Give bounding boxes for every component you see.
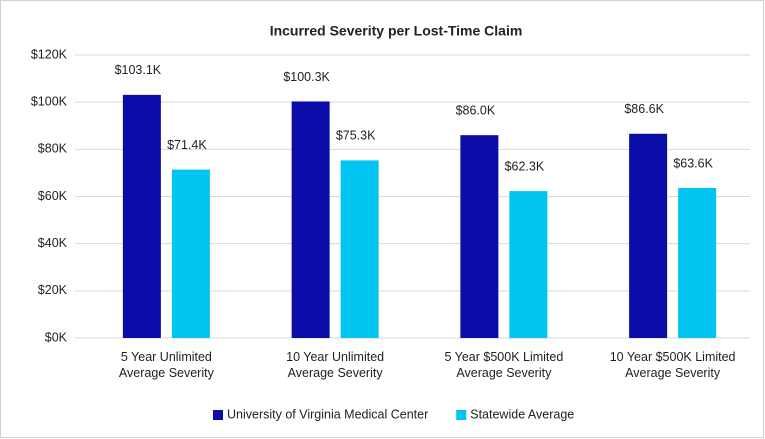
- y-tick-label: $40K: [38, 236, 68, 250]
- data-label: $75.3K: [336, 129, 376, 143]
- y-tick-label: $0K: [45, 330, 68, 344]
- data-label: $103.1K: [115, 63, 162, 77]
- data-label: $63.6K: [673, 156, 713, 170]
- x-tick-label: 10 Year $500K Limited Average Severity: [609, 350, 736, 380]
- x-tick-label: 10 Year Unlimited Average Severity: [286, 350, 385, 380]
- data-label: $86.6K: [624, 102, 664, 116]
- bar: [122, 94, 161, 338]
- chart-title: Incurred Severity per Lost-Time Claim: [270, 23, 523, 39]
- data-label: $100.3K: [283, 70, 330, 84]
- bar: [629, 133, 668, 338]
- x-tick-label: 5 Year $500K Limited Average Severity: [444, 350, 564, 380]
- bar: [171, 169, 210, 338]
- legend-swatch: [213, 410, 223, 420]
- bar: [509, 191, 548, 338]
- y-tick-label: $60K: [38, 189, 68, 203]
- data-label: $62.3K: [505, 159, 545, 173]
- bar: [460, 135, 499, 338]
- legend-label: Statewide Average: [470, 407, 574, 421]
- legend-swatch: [456, 410, 467, 420]
- y-tick-label: $100K: [31, 94, 68, 108]
- x-tick-label: 5 Year Unlimited Average Severity: [118, 350, 214, 380]
- data-label: $86.0K: [456, 103, 496, 117]
- bar: [678, 188, 717, 338]
- legend-label: University of Virginia Medical Center: [227, 407, 428, 421]
- data-label: $71.4K: [167, 138, 207, 152]
- y-tick-label: $120K: [31, 47, 68, 61]
- bar: [340, 160, 379, 338]
- y-tick-label: $20K: [38, 283, 68, 297]
- y-tick-label: $80K: [38, 142, 68, 156]
- bar: [291, 101, 330, 338]
